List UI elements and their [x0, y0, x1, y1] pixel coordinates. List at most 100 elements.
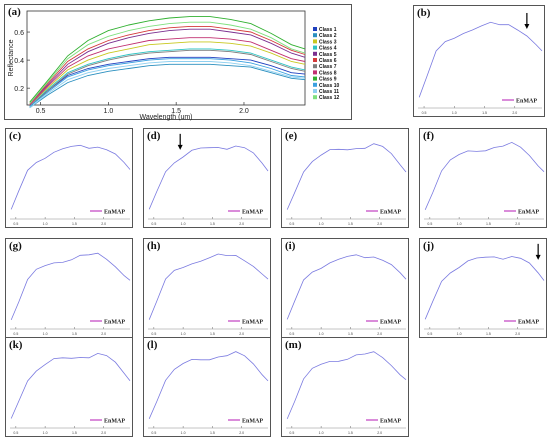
- legend-label: EnMAP: [242, 210, 263, 216]
- x-tick-label: 2.0: [239, 222, 244, 226]
- plot-frame: [26, 10, 306, 106]
- x-tick-label: 1.0: [181, 332, 186, 336]
- series-line-3: [29, 41, 306, 106]
- x-tick-label: 0.5: [36, 108, 46, 115]
- panel-label: (m): [285, 339, 302, 351]
- legend-label: EnMAP: [104, 320, 125, 326]
- x-tick-label: 1.5: [348, 222, 353, 226]
- panel-l: 0.5 1.0 1.5 2.0 EnMAP (l): [143, 337, 271, 437]
- x-tick-label: 1.5: [348, 332, 353, 336]
- x-tick-label: 1.5: [210, 332, 215, 336]
- series-line-12: [29, 21, 306, 104]
- series-line-10: [29, 58, 306, 107]
- x-tick-label: 1.5: [486, 222, 491, 226]
- enmap-spectrum-chart: 0.5 1.0 1.5 2.0 EnMAP: [10, 352, 131, 435]
- panel-f: 0.5 1.0 1.5 2.0 EnMAP (f): [419, 128, 547, 228]
- panel-h: 0.5 1.0 1.5 2.0 EnMAP (h): [143, 238, 271, 338]
- x-tick-label: 1.5: [72, 222, 77, 226]
- legend-entry: Class 6: [319, 58, 337, 64]
- legend-swatch: [313, 27, 317, 31]
- legend-entry: Class 11: [319, 89, 339, 95]
- panel-e: 0.5 1.0 1.5 2.0 EnMAP (e): [281, 128, 409, 228]
- enmap-spectrum-chart: 0.5 1.0 1.5 2.0 EnMAP: [10, 252, 131, 336]
- enmap-spectrum-chart: 0.5 1.0 1.5 2.0 EnMAP: [10, 144, 131, 226]
- series-line-7: [29, 49, 306, 107]
- panel-label: (h): [147, 240, 161, 252]
- panel-label: (a): [8, 6, 21, 18]
- series-line-5: [29, 28, 306, 104]
- x-tick-label: 0.5: [13, 222, 18, 226]
- x-tick-label: 2.0: [515, 222, 520, 226]
- panel-label: (k): [9, 339, 23, 351]
- x-tick-label: 0.5: [13, 332, 18, 336]
- y-axis-label: Reflectance: [8, 39, 15, 76]
- x-tick-label: 0.5: [151, 431, 156, 435]
- x-tick-label: 0.5: [289, 222, 294, 226]
- series-line-4: [29, 48, 306, 107]
- enmap-line: [10, 252, 131, 321]
- x-tick-label: 2.0: [101, 332, 106, 336]
- series-line-2: [29, 63, 306, 109]
- x-tick-label: 2.0: [101, 222, 106, 226]
- x-tick-label: 1.0: [103, 108, 113, 115]
- x-tick-label: 2.0: [377, 431, 382, 435]
- y-tick-label: 0.4: [14, 58, 24, 65]
- x-tick-label: 1.5: [210, 431, 215, 435]
- legend-label: EnMAP: [518, 210, 539, 216]
- enmap-line: [286, 351, 407, 420]
- legend-swatch: [313, 51, 317, 56]
- series-line-9: [29, 16, 306, 103]
- enmap-spectrum-chart: 0.5 1.0 1.5 2.0 EnMAP: [424, 243, 545, 336]
- panel-a: 0.2 0.4 0.6 0.5 1.0 1.5 2.0 Wavelength (um) Refl…: [4, 4, 352, 121]
- legend-entry: Class 3: [319, 39, 337, 45]
- legend-swatch: [313, 39, 317, 44]
- legend-swatch: [313, 70, 317, 75]
- enmap-line: [424, 256, 545, 320]
- enmap-spectrum-chart: 0.5 1.0 1.5 2.0 EnMAP: [148, 253, 269, 336]
- legend-entry: Class 4: [319, 46, 337, 52]
- panel-label: (d): [147, 130, 161, 142]
- legend-label: EnMAP: [104, 419, 125, 425]
- panel-label: (f): [423, 130, 434, 142]
- legend-label: EnMAP: [518, 320, 539, 326]
- legend-swatch: [313, 45, 317, 50]
- legend-label: EnMAP: [380, 210, 401, 216]
- enmap-spectrum-chart: 0.5 1.0 1.5 2.0 EnMAP: [148, 351, 269, 435]
- legend-entry: Class 9: [319, 77, 337, 83]
- legend-label: EnMAP: [242, 320, 263, 326]
- down-arrow-icon: [177, 133, 183, 150]
- y-tick-label: 0.2: [14, 86, 24, 93]
- panel-j: 0.5 1.0 1.5 2.0 EnMAP (j): [419, 238, 547, 338]
- x-tick-label: 0.5: [422, 111, 427, 115]
- x-tick-label: 2.0: [239, 108, 249, 115]
- legend-entry: Class 7: [319, 64, 337, 70]
- x-tick-label: 1.5: [482, 111, 487, 115]
- x-tick-label: 2.0: [512, 111, 517, 115]
- x-tick-label: 1.5: [486, 332, 491, 336]
- x-tick-label: 1.5: [72, 431, 77, 435]
- x-tick-label: 0.5: [289, 332, 294, 336]
- legend-entry: Class 8: [319, 70, 337, 76]
- panel-c: 0.5 1.0 1.5 2.0 EnMAP (c): [5, 128, 133, 228]
- legend-swatch: [313, 95, 317, 100]
- x-tick-label: 2.0: [101, 431, 106, 435]
- panel-b: 0.5 1.0 1.5 2.0 EnMAP (b): [413, 5, 545, 117]
- legend-swatch: [313, 64, 317, 69]
- enmap-line: [424, 141, 545, 210]
- x-tick-label: 1.5: [210, 222, 215, 226]
- legend-label: EnMAP: [516, 99, 537, 105]
- x-tick-label: 1.0: [452, 111, 457, 115]
- enmap-line: [148, 253, 269, 320]
- panel-d: 0.5 1.0 1.5 2.0 EnMAP (d): [143, 128, 271, 228]
- x-tick-label: 1.5: [171, 108, 181, 115]
- legend-swatch: [313, 76, 317, 81]
- enmap-spectrum-chart: 0.5 1.0 1.5 2.0 EnMAP: [148, 133, 269, 226]
- x-tick-label: 0.5: [427, 332, 432, 336]
- legend-label: EnMAP: [242, 419, 263, 425]
- series-line-11: [29, 61, 306, 109]
- x-tick-label: 1.0: [181, 222, 186, 226]
- x-tick-label: 0.5: [427, 222, 432, 226]
- legend-swatch: [313, 89, 317, 93]
- main-spectra-chart: 0.2 0.4 0.6 0.5 1.0 1.5 2.0 Wavelength (um) Refl…: [8, 10, 340, 121]
- legend-label: EnMAP: [104, 210, 125, 216]
